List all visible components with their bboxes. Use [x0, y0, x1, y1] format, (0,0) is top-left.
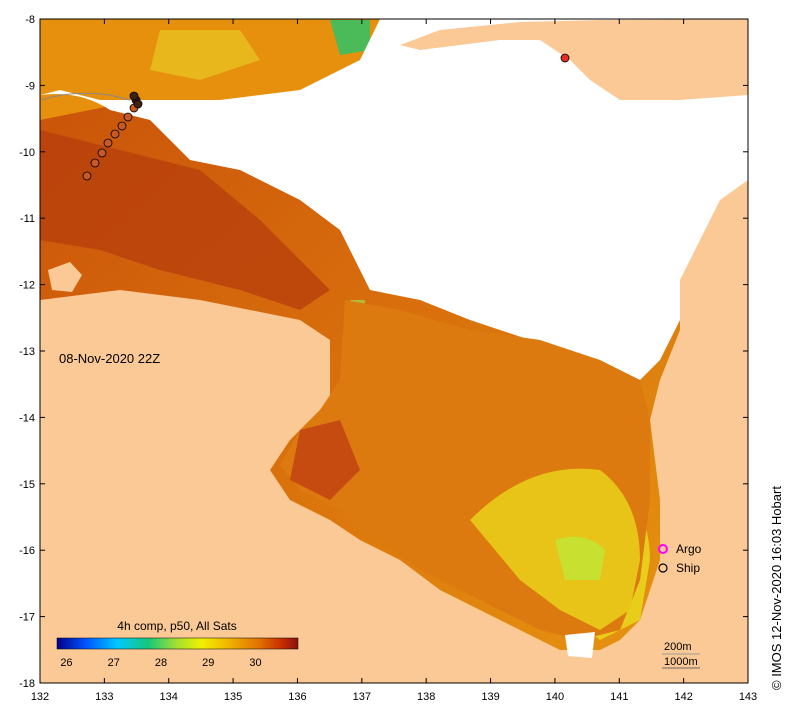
colorbar-tick-label: 27 — [108, 657, 120, 669]
lon-tick-label: 132 — [31, 691, 49, 703]
lon-tick-label: 138 — [417, 691, 435, 703]
contour-1000m-label: 1000m — [664, 656, 698, 668]
lat-tick-label: -15 — [19, 479, 35, 491]
lat-tick-label: -9 — [25, 80, 35, 92]
ship-marker — [110, 129, 120, 139]
lon-tick-label: 141 — [610, 691, 628, 703]
lon-tick-label: 136 — [288, 691, 306, 703]
lat-tick-label: -17 — [19, 612, 35, 624]
colorbar-tick-label: 26 — [60, 657, 72, 669]
plot-area — [40, 19, 748, 683]
ship-track — [82, 91, 143, 181]
lat-tick-label: -10 — [19, 147, 35, 159]
argo-legend-icon — [658, 544, 668, 554]
colorbar-tick-label: 29 — [202, 657, 214, 669]
contour-200m-label: 200m — [664, 641, 692, 653]
timestamp-label: 08-Nov-2020 22Z — [59, 351, 160, 366]
cool-sst-patch — [150, 30, 260, 80]
ship-marker — [90, 158, 100, 168]
legend-ship-label: Ship — [676, 561, 700, 575]
ship-marker — [82, 171, 92, 181]
ship-marker — [133, 99, 143, 109]
lat-tick-label: -11 — [20, 213, 35, 225]
lon-tick-label: 142 — [674, 691, 692, 703]
lon-tick-label: 137 — [353, 691, 371, 703]
colorbar-tick-label: 28 — [155, 657, 167, 669]
ship-marker — [129, 91, 139, 101]
lat-tick-label: -18 — [19, 678, 35, 690]
gulf-cool-core — [555, 536, 605, 580]
depth-contour — [41, 92, 131, 101]
ship-marker — [117, 121, 127, 131]
depth-contour-legend: 200m 1000m — [662, 641, 700, 669]
land-island — [48, 262, 82, 292]
colorbar-ticks: 26 27 28 29 30 — [60, 657, 261, 669]
ship-marker — [97, 148, 107, 158]
cool-sst-patch-green — [330, 20, 370, 55]
gulf-hot-edge — [290, 420, 360, 500]
colorbar-title: 4h comp, p50, All Sats — [117, 619, 236, 633]
gulf-cloud-patch — [565, 632, 595, 658]
colorbar-gradient — [56, 637, 299, 650]
lon-tick-label: 134 — [160, 691, 178, 703]
land-cape-york — [680, 180, 748, 683]
lon-tick-label: 133 — [95, 691, 113, 703]
lon-tick-label: 139 — [481, 691, 499, 703]
ship-marker — [103, 138, 113, 148]
hot-sst-region — [40, 130, 330, 310]
lon-tick-label: 143 — [739, 691, 757, 703]
lon-tick-label: 140 — [546, 691, 564, 703]
latitude-axis: -8 -9 -10 -11 -12 -13 -14 -15 -16 -17 -18 — [19, 14, 748, 690]
ship-legend-icon — [658, 563, 668, 573]
lon-tick-label: 135 — [224, 691, 242, 703]
cloud-mask — [40, 19, 748, 390]
lat-tick-label: -16 — [19, 545, 35, 557]
lat-tick-label: -12 — [19, 280, 35, 292]
longitude-axis: 132 133 134 135 136 137 138 139 140 141 142 143 — [31, 19, 757, 703]
land-australia — [40, 240, 748, 683]
argo-float-marker — [560, 53, 570, 63]
land-new-guinea — [400, 19, 748, 100]
lat-tick-label: -8 — [25, 14, 35, 26]
lat-tick-label: -14 — [19, 412, 35, 424]
gulf-cool-water — [470, 468, 640, 630]
lat-tick-label: -13 — [19, 346, 35, 358]
legend-argo-label: Argo — [676, 542, 702, 556]
colorbar-tick-label: 30 — [249, 657, 261, 669]
ship-marker — [123, 112, 133, 122]
colorbar: 4h comp, p50, All Sats 26 27 28 29 30 — [56, 619, 299, 669]
legend: Argo Ship — [658, 542, 702, 575]
credit-label: © IMOS 12-Nov-2020 16:03 Hobart — [769, 486, 784, 690]
